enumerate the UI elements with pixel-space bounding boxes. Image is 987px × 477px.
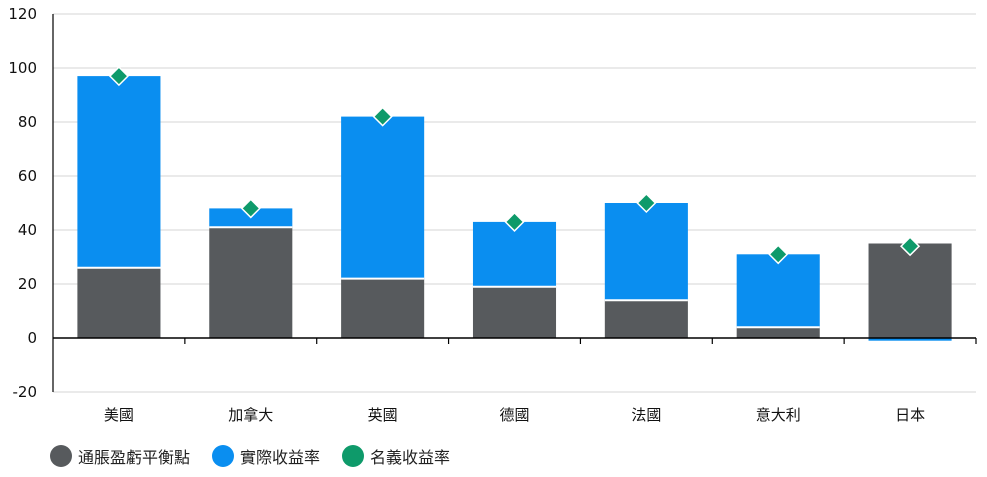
x-tick-label: 法國	[631, 406, 661, 424]
bar-breakeven	[341, 278, 425, 338]
marker-nominal-yield	[636, 192, 657, 214]
x-tick-label: 加拿大	[228, 406, 273, 424]
x-tick-label: 美國	[104, 406, 134, 424]
y-tick-label: 120	[8, 5, 37, 23]
bar-breakeven	[736, 327, 820, 338]
y-tick-label: 20	[18, 275, 37, 293]
marker-nominal-yield	[768, 244, 789, 265]
legend-item-breakeven: 通脹盈虧平衡點	[50, 444, 190, 468]
legend-item-nominal-yield: 名義收益率	[342, 444, 450, 468]
legend-label-breakeven: 通脹盈虧平衡點	[78, 448, 191, 467]
legend-swatch-nominal-yield	[342, 445, 365, 467]
y-tick-label: 40	[18, 221, 37, 239]
bar-real-yield	[604, 203, 688, 301]
legend-swatch-real-yield	[212, 445, 235, 467]
marker-nominal-yield	[372, 106, 393, 127]
bar-breakeven	[77, 267, 161, 338]
marker-nominal-yield	[108, 66, 129, 87]
y-tick-label: 60	[18, 167, 37, 185]
bar-breakeven	[604, 300, 688, 338]
bar-real-yield	[736, 254, 820, 328]
x-tick-label: 意大利	[756, 406, 801, 424]
y-tick-label: 80	[18, 113, 37, 131]
bar-real-yield	[77, 76, 161, 268]
legend: 通脹盈虧平衡點 實際收益率 名義收益率	[50, 444, 472, 468]
legend-swatch-breakeven	[50, 445, 72, 467]
marker-nominal-yield	[240, 198, 261, 219]
legend-item-real-yield: 實際收益率	[212, 444, 320, 468]
y-tick-label: -20	[13, 383, 38, 401]
marker-nominal-yield	[900, 236, 921, 257]
legend-label-nominal-yield: 名義收益率	[370, 448, 451, 467]
bar-real-yield	[472, 221, 557, 287]
bar-breakeven	[209, 227, 293, 338]
x-tick-label: 日本	[895, 406, 925, 424]
bar-real-yield	[868, 338, 952, 341]
y-tick-label: 0	[27, 329, 37, 347]
bar-breakeven	[472, 286, 557, 338]
marker-nominal-yield	[504, 211, 525, 232]
x-tick-label: 英國	[368, 406, 398, 424]
y-tick-label: 100	[8, 59, 37, 77]
stacked-bar-chart: -20 0 20 40 60 80 100 120 美國 加拿大 英國 德國 法國 意大利 日本	[8, 5, 977, 424]
x-tick-label: 德國	[499, 406, 529, 424]
bar-real-yield	[341, 116, 425, 279]
legend-label-real-yield: 實際收益率	[240, 448, 321, 467]
bar-breakeven	[868, 243, 952, 338]
